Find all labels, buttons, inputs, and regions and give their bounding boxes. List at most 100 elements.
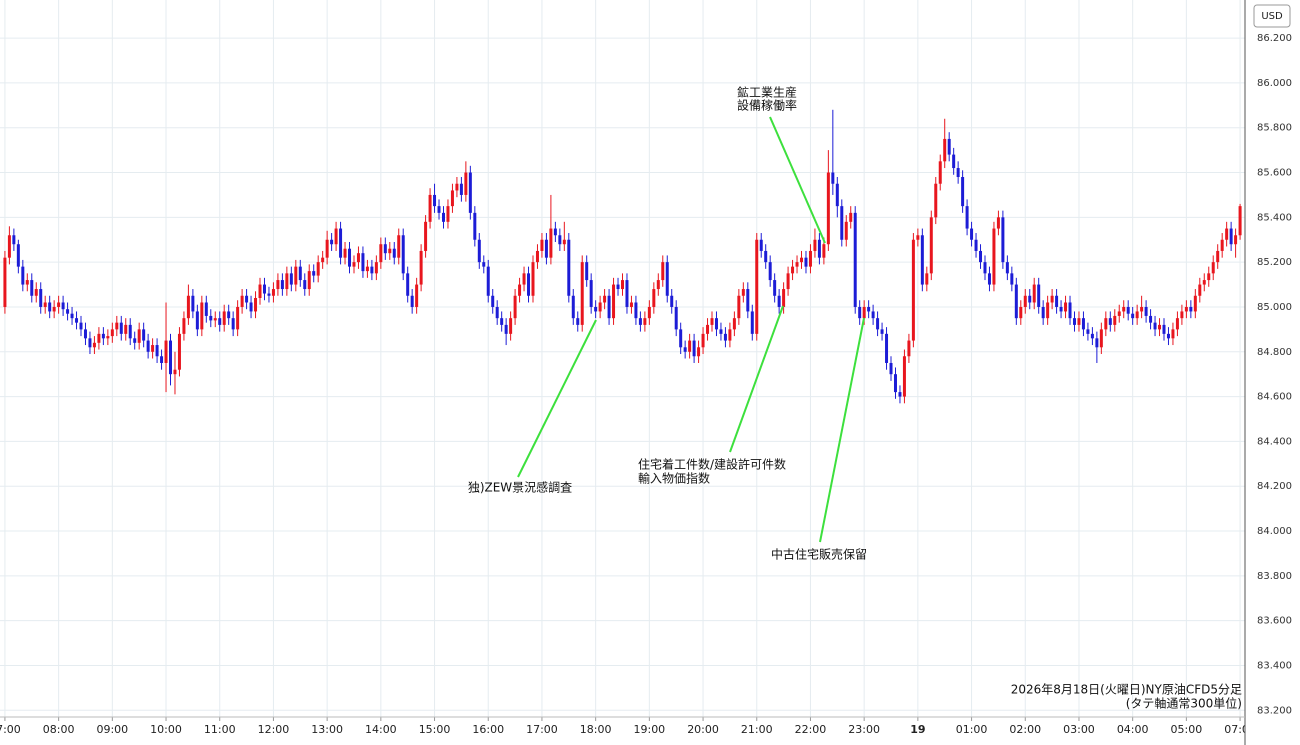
candle-body [321, 257, 325, 263]
candle-body [285, 273, 289, 290]
candle-body [898, 392, 902, 397]
x-tick-label: 10:00 [150, 723, 182, 736]
candle-body [589, 280, 593, 307]
y-tick-label: 85.600 [1257, 168, 1292, 179]
candle-body [616, 284, 620, 290]
candle-body [911, 239, 915, 341]
candle-body [186, 295, 190, 319]
candle-body [1104, 318, 1108, 330]
annotation: 鉱工業生産 [737, 85, 797, 100]
candle-body [70, 313, 74, 319]
candle-body [92, 342, 96, 348]
candle-body [249, 302, 253, 312]
candle-body [777, 295, 781, 307]
candle-body [39, 289, 43, 307]
candle-body [965, 206, 969, 229]
candle-body [1162, 324, 1166, 334]
candle-body [1059, 306, 1063, 312]
candle-body [1077, 318, 1081, 325]
candle-body [987, 273, 991, 285]
candle-body [334, 228, 338, 245]
candle-body [598, 302, 602, 312]
y-tick-label: 85.800 [1257, 123, 1292, 134]
candle-body [204, 302, 208, 316]
candle-body [750, 311, 754, 334]
candle-body [576, 318, 580, 325]
candle-body [1175, 318, 1179, 330]
candle-body [1005, 262, 1009, 274]
annotation-pointer [769, 116, 826, 244]
candle-body [670, 295, 674, 307]
x-tick-label: 14:00 [365, 723, 397, 736]
candle-body [133, 338, 137, 343]
candle-body [621, 280, 624, 290]
x-tick-label: 07:00 [0, 723, 21, 736]
candle-body [634, 302, 638, 319]
candle-body [276, 280, 280, 290]
candle-body [97, 333, 101, 343]
annotation: 独)ZEW景況感調査 [468, 480, 572, 495]
x-tick-label: 15:00 [419, 723, 451, 736]
annotation: 輸入物価指数 [638, 471, 710, 486]
candle-body [262, 284, 266, 294]
candle-body [527, 273, 531, 296]
candle-body [1023, 295, 1027, 307]
y-tick-label: 83.600 [1257, 616, 1292, 627]
candle-body [437, 206, 441, 213]
candle-body [1113, 315, 1117, 325]
candle-body [79, 322, 83, 330]
candle-body [1108, 318, 1112, 325]
candle-body [580, 262, 584, 325]
x-tick-label: 12:00 [258, 723, 290, 736]
y-tick-label: 85.400 [1257, 212, 1292, 223]
candle-body [383, 244, 387, 254]
y-tick-label: 83.400 [1257, 660, 1292, 671]
candle-body [1189, 306, 1193, 312]
candle-body [1153, 322, 1157, 330]
candle-body [907, 340, 911, 357]
candle-body [849, 212, 853, 222]
candle-body [1037, 284, 1041, 307]
candle-body [48, 302, 52, 312]
candle-body [473, 212, 477, 240]
candle-body [858, 306, 862, 319]
candle-body [1090, 333, 1094, 339]
candle-body [491, 295, 495, 307]
candle-body [419, 250, 423, 285]
candle-body [661, 262, 665, 281]
candle-body [1171, 329, 1175, 339]
candle-body [294, 266, 298, 285]
candle-body [88, 338, 92, 348]
candle-body [495, 306, 499, 319]
candle-body [867, 306, 871, 312]
candle-body [773, 280, 777, 296]
candle-body [298, 266, 302, 281]
candle-body [339, 228, 343, 258]
candle-body [817, 239, 821, 258]
candle-body [500, 318, 504, 325]
candle-body [348, 248, 352, 267]
candle-body [182, 318, 186, 334]
candle-body [701, 333, 705, 348]
candle-body [759, 239, 763, 251]
candle-body [330, 239, 334, 245]
candle-body [1149, 315, 1153, 323]
candle-body [137, 329, 141, 343]
candle-body [638, 318, 642, 325]
candle-body [791, 266, 795, 274]
x-tick-label: 03:00 [1063, 723, 1095, 736]
candle-body [142, 329, 146, 341]
candle-body [1126, 306, 1130, 314]
candle-body [61, 302, 65, 310]
candle-body [629, 302, 633, 307]
candle-body [737, 295, 741, 319]
unit-label: USD [1261, 11, 1283, 22]
candle-body [1095, 338, 1099, 348]
candle-body [303, 280, 307, 290]
candle-body [983, 262, 987, 274]
candle-body [540, 239, 544, 251]
candle-body [1010, 273, 1014, 285]
candle-body [723, 333, 727, 341]
annotation: 住宅着工件数/建設許可件数 [638, 457, 786, 472]
candle-body [558, 235, 562, 245]
